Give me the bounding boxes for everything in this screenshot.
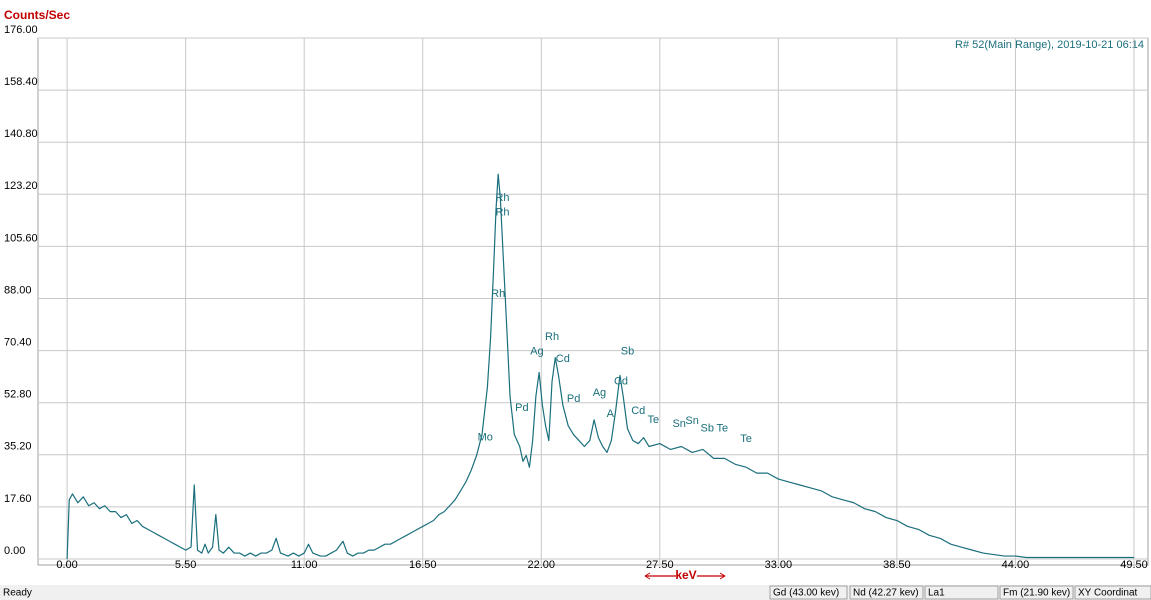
x-tick-label: 44.00	[1002, 559, 1030, 571]
y-tick-label: 70.40	[4, 337, 32, 349]
status-panel: Gd (43.00 kev)	[769, 585, 848, 600]
arrow-left-head	[644, 572, 651, 580]
peak-label: Rh	[491, 288, 505, 300]
run-annotation: R# 52(Main Range), 2019-10-21 06:14	[955, 39, 1144, 51]
peak-label: Cd	[556, 353, 570, 365]
status-panel-text: Gd (43.00 kev)	[773, 588, 839, 599]
peak-label: Rh	[545, 331, 559, 343]
peak-label: Sb	[700, 423, 713, 435]
y-axis-label: Counts/Sec	[4, 8, 70, 22]
peak-label: Rh	[495, 192, 509, 204]
status-panel-box	[769, 585, 848, 600]
x-tick-label: 33.00	[765, 559, 793, 571]
status-panel-text: La1	[928, 588, 945, 599]
status-panel-box	[999, 585, 1074, 600]
status-panel-text: Fm (21.90 kev)	[1003, 588, 1070, 599]
peak-label: Sn	[672, 418, 685, 430]
x-tick-label: 38.50	[883, 559, 911, 571]
peak-label: Cd	[631, 405, 645, 417]
x-tick-label: 5.50	[175, 559, 196, 571]
x-tick-label: 49.50	[1120, 559, 1148, 571]
x-tick-label: 22.00	[528, 559, 556, 571]
x-tick-label: 0.00	[56, 559, 77, 571]
spectrum-line	[66, 173, 1134, 560]
peak-label: Te	[740, 433, 752, 445]
x-axis-label: keV	[675, 568, 696, 582]
y-tick-label: 52.80	[4, 389, 32, 401]
arrow-right-head	[719, 572, 726, 580]
y-tick-label: 35.20	[4, 441, 32, 453]
y-tick-label: 140.80	[4, 128, 38, 140]
y-tick-label: 176.00	[4, 24, 38, 36]
peak-label: Ag	[530, 346, 543, 358]
peak-label: Ag	[593, 387, 606, 399]
y-tick-label: 17.60	[4, 493, 32, 505]
y-tick-label: 158.40	[4, 76, 38, 88]
x-tick-label: 27.50	[646, 559, 674, 571]
y-tick-label: 105.60	[4, 232, 38, 244]
peak-label: Cd	[614, 375, 628, 387]
status-panel: La1	[924, 585, 999, 600]
status-panel-text: XY Coordinat	[1078, 588, 1138, 599]
x-axis-title: keV	[644, 568, 726, 582]
status-panel-text: Nd (42.27 kev)	[853, 588, 919, 599]
status-panel: Fm (21.90 kev)	[999, 585, 1074, 600]
peak-label: Mo	[478, 432, 493, 444]
status-ready: Ready	[3, 588, 32, 599]
peak-label: Pd	[567, 393, 580, 405]
peak-label: A	[607, 408, 615, 420]
y-tick-label: 88.00	[4, 284, 32, 296]
x-tick-label: 16.50	[409, 559, 437, 571]
status-panel: XY Coordinat	[1074, 585, 1151, 600]
peak-label: Rh	[495, 207, 509, 219]
peak-label: Pd	[515, 402, 528, 414]
status-panel-box	[849, 585, 924, 600]
y-tick-label: 123.20	[4, 180, 38, 192]
peak-label: Sn	[685, 415, 698, 427]
status-panel: Nd (42.27 kev)	[849, 585, 924, 600]
x-tick-label: 11.00	[291, 559, 318, 571]
y-tick-label: 0.00	[4, 545, 25, 557]
peak-label: Te	[717, 423, 729, 435]
status-panel-box	[924, 585, 999, 600]
peak-label: Te	[648, 414, 660, 426]
status-panel-box	[1074, 585, 1151, 600]
peak-label: Sb	[621, 346, 634, 358]
